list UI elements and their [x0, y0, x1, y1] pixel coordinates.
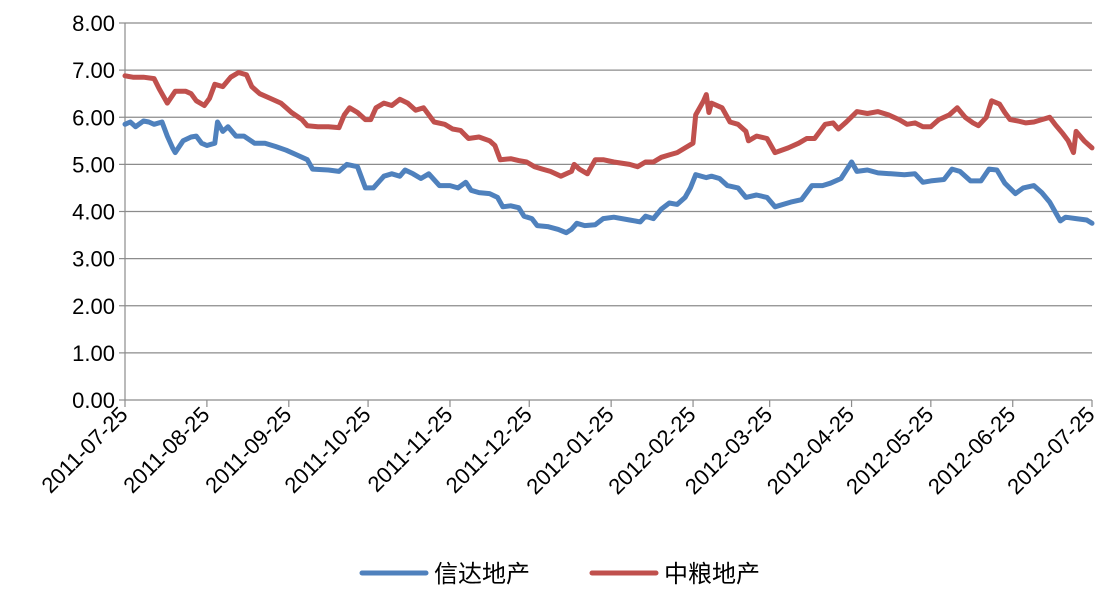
- series-line: [122, 70, 1095, 179]
- y-tick-label: 3.00: [72, 247, 115, 272]
- y-tick-label: 8.00: [72, 11, 115, 36]
- legend: 信达地产 中粮地产: [359, 560, 760, 588]
- series-group: [122, 70, 1095, 236]
- y-tick-label: 4.00: [72, 200, 115, 225]
- y-tick-label: 5.00: [72, 152, 115, 177]
- x-tick-label: 2011-08-25: [118, 402, 214, 498]
- y-tick-label: 0.00: [72, 388, 115, 413]
- series-line: [122, 118, 1095, 236]
- y-tick-label: 2.00: [72, 294, 115, 319]
- legend-label: 中粮地产: [664, 560, 760, 588]
- y-tick-label: 7.00: [72, 58, 115, 83]
- x-tick-label: 2011-10-25: [280, 402, 376, 498]
- y-tick-label: 6.00: [72, 105, 115, 130]
- y-tick-label: 1.00: [72, 341, 115, 366]
- gridlines: [125, 22, 1092, 354]
- legend-label: 信达地产: [434, 560, 530, 588]
- x-tick-label: 2011-07-25: [36, 402, 132, 498]
- x-tick-label: 2012-01-25: [521, 402, 618, 499]
- y-axis: 0.00 1.00 2.00 3.00 4.00 5.00 6.00 7.00 8.00: [72, 11, 126, 413]
- x-axis: 2011-07-252011-08-252011-09-252011-10-25…: [36, 399, 1100, 499]
